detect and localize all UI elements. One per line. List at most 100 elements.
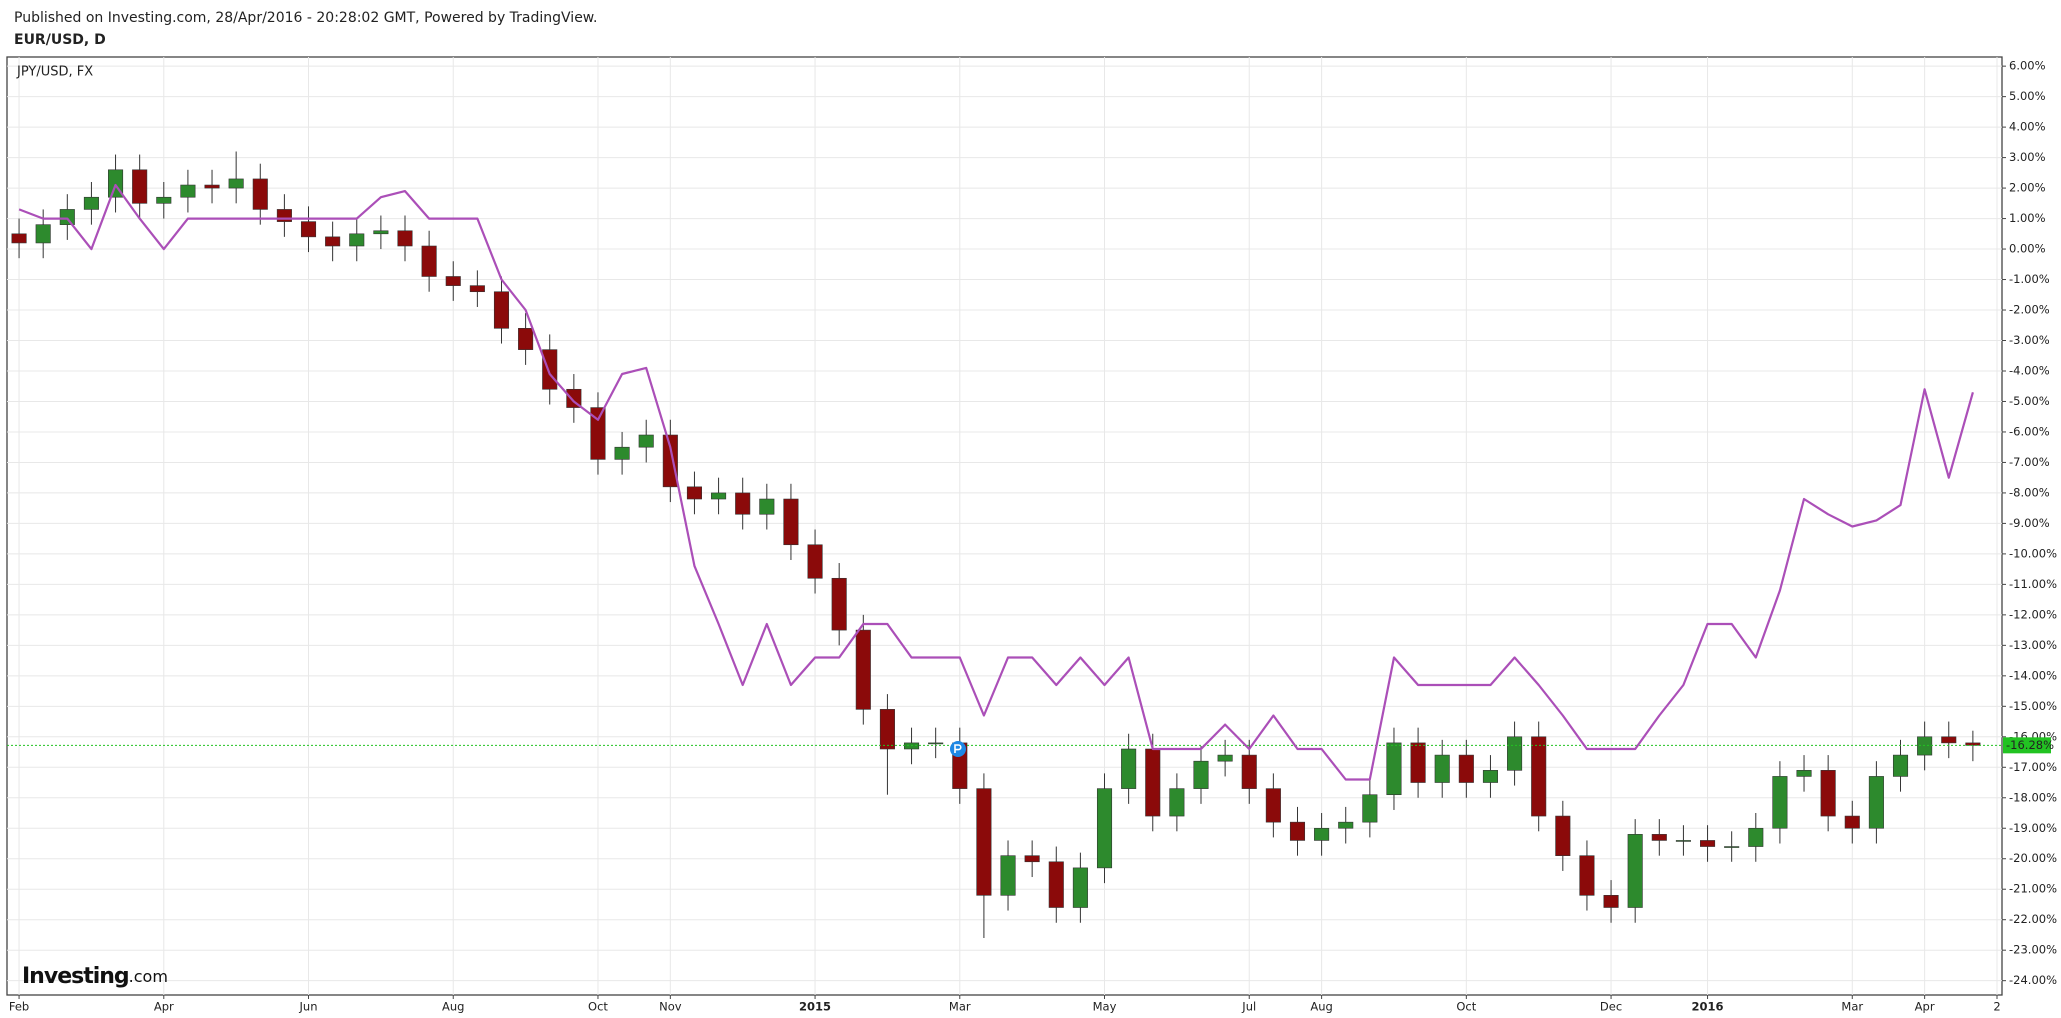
candle-body <box>1579 855 1595 896</box>
x-tick-label: Mar <box>949 1000 971 1014</box>
x-tick-label: Oct <box>588 1000 608 1014</box>
y-tick-label: -12.00% <box>2009 607 2057 621</box>
candle-body <box>35 224 51 244</box>
candle-body <box>855 629 871 710</box>
candle-body <box>1941 736 1957 744</box>
x-tick-label: Feb <box>9 1000 29 1014</box>
candle-body <box>1868 776 1884 829</box>
y-tick-label: -1.00% <box>2009 272 2050 286</box>
candle-body <box>1844 815 1860 829</box>
y-tick-label: -13.00% <box>2009 638 2057 652</box>
x-tick-label: 2016 <box>1692 1000 1724 1014</box>
candle-body <box>1748 827 1764 847</box>
candle-body <box>156 196 172 204</box>
candle-body <box>638 434 654 448</box>
x-tick-label: Apr <box>1915 1000 1935 1014</box>
candle-body <box>1410 742 1426 783</box>
candle-body <box>469 285 485 293</box>
main-symbol: EUR/USD, D <box>14 32 106 48</box>
candle-body <box>662 434 678 488</box>
candle-body <box>807 544 823 579</box>
y-tick-label: -4.00% <box>2009 363 2050 377</box>
candle-body <box>542 349 558 390</box>
candle-body <box>1386 742 1402 796</box>
candle-body <box>1507 736 1523 771</box>
y-tick-label: -23.00% <box>2009 943 2057 957</box>
candle-body <box>1169 788 1185 817</box>
candle-body <box>1193 760 1209 789</box>
candle-body <box>1072 867 1088 908</box>
x-tick-label: 2 <box>1993 1000 2000 1014</box>
candle-body <box>1096 788 1113 869</box>
published-note: Published on Investing.com, 28/Apr/2016 … <box>14 10 597 26</box>
candle-body <box>1675 840 1691 842</box>
logo: Investing.com <box>22 964 168 989</box>
y-tick-label: -15.00% <box>2009 699 2057 713</box>
candle-body <box>686 486 702 500</box>
candle-body <box>1531 736 1547 817</box>
candle-body <box>373 230 389 235</box>
candle-body <box>904 742 920 750</box>
candle-body <box>11 233 27 244</box>
candle-body <box>1651 834 1667 841</box>
y-tick-label: -17.00% <box>2009 760 2057 774</box>
y-tick-label: -3.00% <box>2009 333 2050 347</box>
y-tick-label: -9.00% <box>2009 516 2050 530</box>
candle-body <box>1772 776 1788 829</box>
candle-body <box>711 492 727 500</box>
x-tick-label: Dec <box>1600 1000 1622 1014</box>
candle-body <box>1700 840 1716 847</box>
candle-body <box>1000 855 1016 896</box>
y-tick-label: -11.00% <box>2009 577 2057 591</box>
candle-body <box>1024 855 1040 863</box>
candle-body <box>1121 748 1137 789</box>
y-tick-label: 2.00% <box>2009 181 2046 195</box>
y-tick-label: -5.00% <box>2009 394 2050 408</box>
y-tick-label: 0.00% <box>2009 242 2046 256</box>
legend-entry: JPY/USD, FX <box>16 65 93 80</box>
y-tick-label: -14.00% <box>2009 668 2057 682</box>
candle-body <box>928 742 944 745</box>
y-tick-label: 3.00% <box>2009 150 2046 164</box>
candle-body <box>276 209 292 222</box>
candle-body <box>1820 770 1836 817</box>
publisher-marker <box>950 741 966 757</box>
candle-body <box>204 184 220 189</box>
logo-name: Investing <box>22 964 129 989</box>
candle-body <box>325 236 341 247</box>
y-tick-label: -21.00% <box>2009 882 2057 896</box>
candle-body <box>614 446 630 460</box>
x-tick-label: Nov <box>659 1000 682 1014</box>
candle-body <box>252 178 268 210</box>
last-price-label: -16.28% <box>2006 738 2054 752</box>
y-tick-label: 4.00% <box>2009 120 2046 134</box>
y-tick-label: -24.00% <box>2009 973 2057 987</box>
candle-body <box>976 788 992 896</box>
candle-body <box>83 196 99 210</box>
y-tick-label: -22.00% <box>2009 912 2057 926</box>
y-tick-label: -6.00% <box>2009 424 2050 438</box>
candle-body <box>59 209 75 225</box>
candle-body <box>493 291 510 329</box>
x-tick-label: 2015 <box>799 1000 831 1014</box>
candle-body <box>1145 748 1161 817</box>
candle-body <box>879 709 895 750</box>
candle-body <box>1892 754 1909 777</box>
y-tick-label: 1.00% <box>2009 211 2046 225</box>
y-tick-label: -8.00% <box>2009 485 2050 499</box>
candle-body <box>1338 821 1354 829</box>
candle-body <box>1603 895 1619 908</box>
candle-body <box>228 178 244 189</box>
candle-body <box>759 498 775 515</box>
y-tick-label: -18.00% <box>2009 790 2057 804</box>
candle-body <box>180 184 196 198</box>
y-tick-label: 5.00% <box>2009 89 2046 103</box>
candle-body <box>518 328 534 350</box>
candle-body <box>1917 736 1933 756</box>
candle-body <box>1434 754 1450 783</box>
candle-body <box>735 492 751 515</box>
x-tick-label: Aug <box>442 1000 464 1014</box>
candle-body <box>783 498 799 546</box>
candle-body <box>1217 754 1233 762</box>
